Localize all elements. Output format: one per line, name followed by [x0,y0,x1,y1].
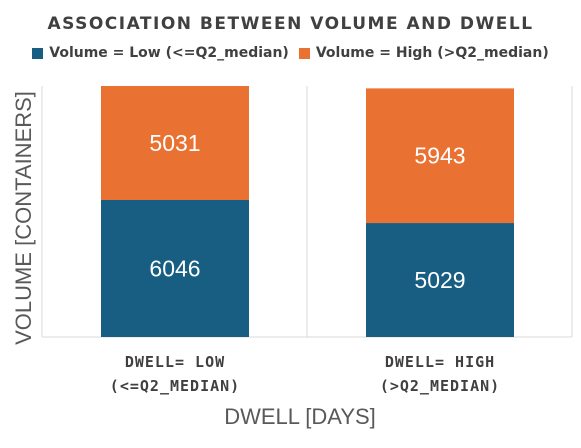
x-tick-label-dwell-low: DWELL= LOW (<=Q2_MEDIAN) [65,350,285,398]
x-tick-label-dwell-high: DWELL= HIGH (>Q2_MEDIAN) [330,350,550,398]
legend-swatch-volume-low [32,47,44,59]
legend-label-volume-low: Volume = Low (<=Q2_median) [49,45,289,61]
chart-title: ASSOCIATION BETWEEN VOLUME AND DWELL [47,14,534,34]
data-label-volume-high-dwell-low: 5031 [149,130,200,156]
legend-item-volume-high: Volume = High (>Q2_median) [298,45,549,61]
legend-item-volume-low: Volume = Low (<=Q2_median) [32,45,289,61]
legend-swatch-volume-high [298,47,310,59]
data-label-volume-high-dwell-high: 5943 [414,143,465,169]
x-tick-label-dwell-high-line2: (>Q2_MEDIAN) [379,377,501,395]
legend-label-volume-high: Volume = High (>Q2_median) [315,45,549,61]
data-label-volume-low-dwell-high: 5029 [414,267,465,293]
data-label-volume-low-dwell-low: 6046 [149,256,200,282]
legend: Volume = Low (<=Q2_median) Volume = High… [0,45,581,61]
bar-volume-low-dwell-high [366,223,514,337]
x-tick-label-dwell-low-line1: DWELL= LOW [124,353,226,371]
bar-volume-high-dwell-high [366,88,514,224]
x-tick-label-dwell-low-line2: (<=Q2_MEDIAN) [109,377,241,395]
x-tick-label-dwell-high-line1: DWELL= HIGH [384,353,496,371]
bar-volume-low-dwell-low [101,200,249,337]
bar-volume-high-dwell-low [101,86,249,201]
x-axis-label: DWELL [DAYS] [224,404,376,429]
